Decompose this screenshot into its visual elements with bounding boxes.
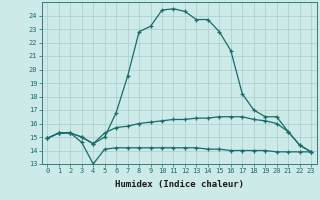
X-axis label: Humidex (Indice chaleur): Humidex (Indice chaleur) bbox=[115, 180, 244, 189]
